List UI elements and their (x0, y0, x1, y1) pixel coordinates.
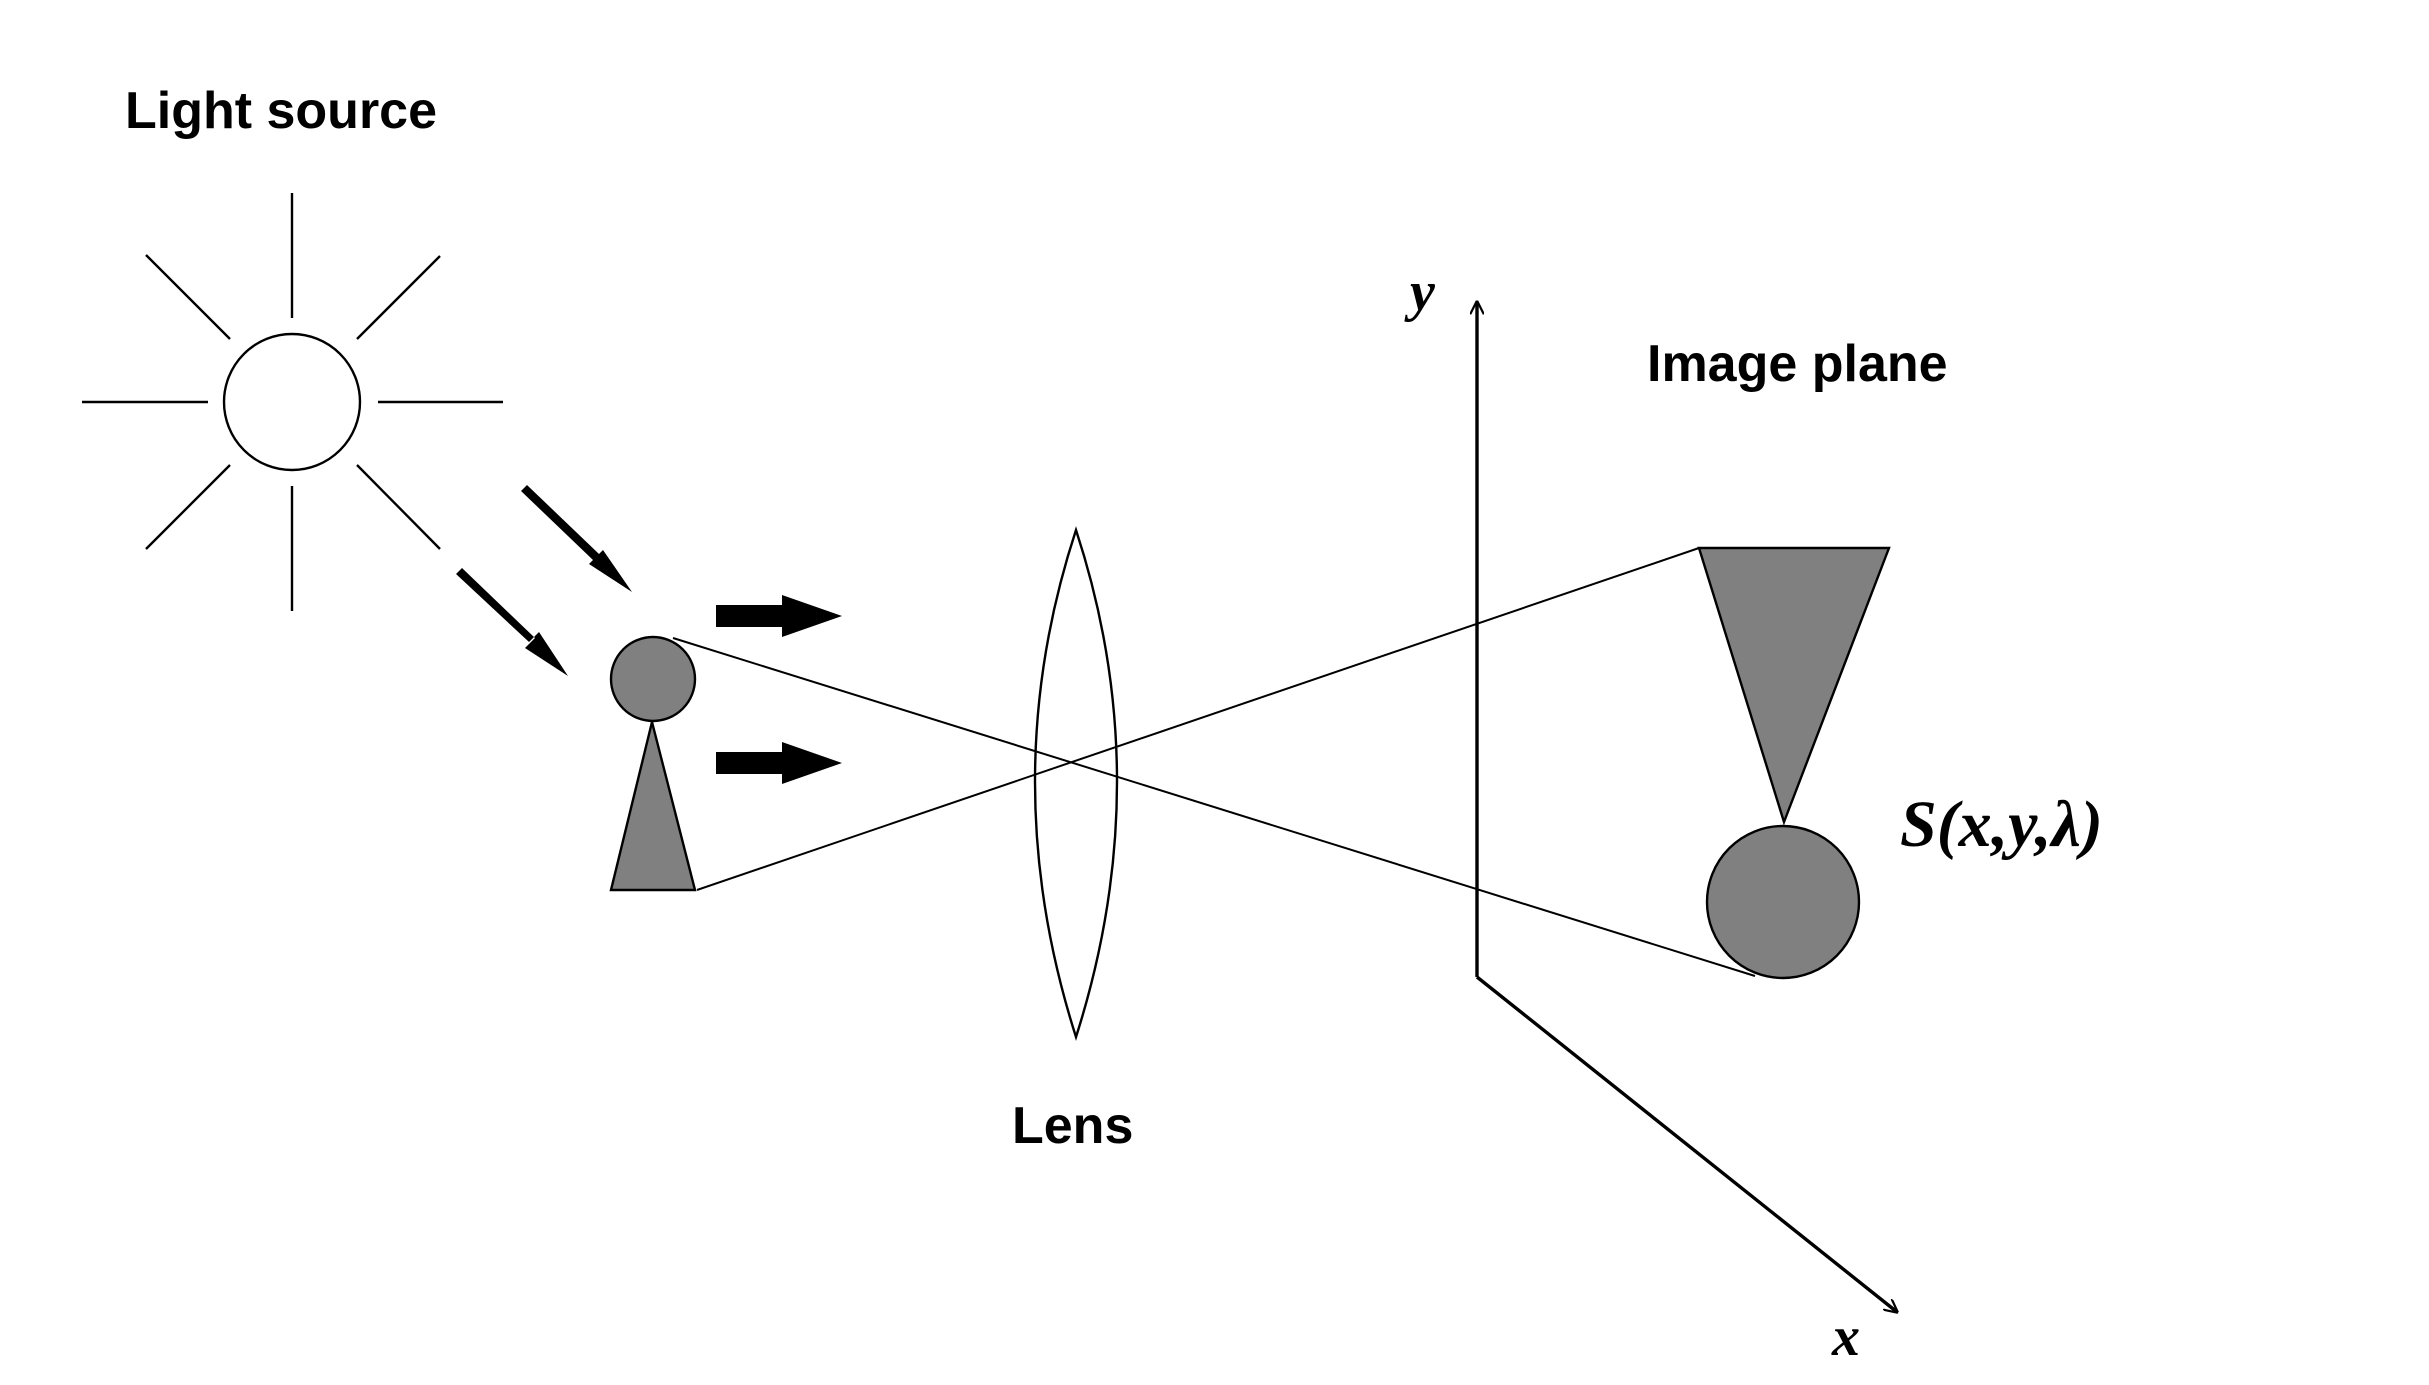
sun-disc (222, 332, 362, 472)
reflected-light-arrows (716, 595, 842, 784)
light-source-label: Light source (125, 82, 437, 140)
sun-ray (356, 464, 441, 550)
lens-shape (1033, 526, 1119, 1041)
lens-label: Lens (1012, 1097, 1133, 1155)
sun-icon (82, 193, 503, 611)
incident-arrow-icon (521, 485, 632, 592)
incident-light-arrows (456, 485, 632, 676)
reflected-arrow-icon (716, 595, 842, 637)
projected-image (1697, 546, 1891, 980)
sun-ray (356, 255, 441, 340)
ray-top-to-bottom (672, 637, 1756, 977)
sun-ray (145, 254, 231, 340)
chief-rays (672, 547, 1756, 977)
reflected-arrow-icon (716, 742, 842, 784)
irradiance-function-label: S(x,y,λ) (1900, 788, 2103, 861)
y-axis-label: y (1404, 261, 1436, 323)
sun-ray (145, 464, 231, 550)
x-axis (1475, 975, 1897, 1312)
x-axis-label: x (1831, 1306, 1860, 1368)
incident-arrow-icon (456, 568, 568, 676)
lens (1033, 526, 1119, 1041)
object-sphere (609, 635, 697, 723)
image-plane-axes (1477, 302, 1897, 1312)
image-sphere (1705, 824, 1861, 980)
ray-bottom-to-top (696, 547, 1700, 891)
image-plane-label: Image plane (1647, 335, 1948, 393)
object-cone (609, 721, 697, 892)
image-cone (1697, 546, 1891, 826)
scene-object (609, 635, 697, 892)
